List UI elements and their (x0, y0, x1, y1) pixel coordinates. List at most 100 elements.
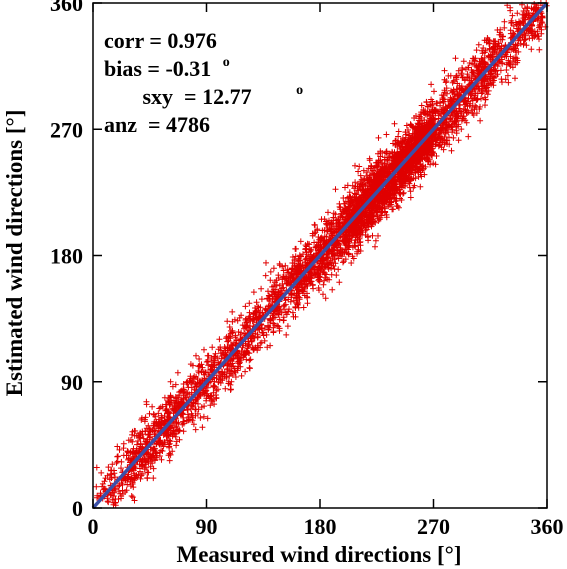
scatter-point (291, 260, 297, 267)
scatter-point (190, 374, 197, 381)
scatter-point (259, 325, 265, 332)
scatter-point (226, 367, 233, 374)
scatter-point (158, 418, 165, 425)
scatter-point (168, 429, 174, 436)
scatter-point (252, 314, 259, 321)
scatter-point (282, 262, 289, 269)
scatter-point (267, 277, 274, 284)
scatter-point (271, 290, 278, 297)
scatter-point (122, 489, 129, 495)
scatter-point (207, 402, 214, 409)
scatter-point (275, 291, 282, 298)
scatter-point (275, 323, 282, 330)
scatter-point (161, 394, 168, 401)
scatter-point (144, 475, 151, 482)
scatter-point (209, 344, 216, 351)
scatter-point (222, 351, 229, 358)
scatter-point (229, 318, 236, 325)
scatter-point (215, 386, 221, 393)
x-tick-label: 180 (304, 514, 337, 539)
scatter-point (147, 458, 154, 465)
scatter-point (200, 413, 207, 420)
scatter-point (156, 422, 163, 429)
scatter-point (253, 299, 260, 306)
scatter-point (151, 427, 158, 434)
scatter-point (166, 401, 173, 408)
scatter-point (246, 300, 253, 307)
scatter-point (257, 304, 264, 311)
scatter-point (165, 414, 172, 421)
scatter-point (257, 344, 264, 351)
y-tick-label: 180 (50, 244, 83, 269)
scatter-point (280, 317, 287, 324)
scatter-point (172, 400, 179, 407)
scatter-point (109, 496, 116, 503)
scatter-point (102, 475, 109, 482)
scatter-point (215, 379, 222, 386)
scatter-point (250, 345, 257, 352)
scatter-point (232, 374, 239, 380)
scatter-point (173, 395, 180, 402)
scatter-point (271, 279, 278, 286)
scatter-point (93, 464, 100, 471)
scatter-point (237, 331, 244, 338)
x-tick-label: 270 (417, 514, 450, 539)
scatter-point (254, 347, 261, 354)
scatter-point (94, 492, 101, 499)
scatter-point (260, 329, 267, 336)
scatter-point (159, 448, 166, 454)
scatter-point (336, 279, 343, 286)
scatter-point (250, 289, 257, 296)
scatter-point (178, 400, 185, 407)
bias-unit: o (223, 55, 230, 70)
scatter-point (270, 328, 277, 335)
scatter-point (185, 384, 192, 391)
scatter-point (192, 380, 199, 387)
scatter-point (167, 393, 174, 400)
scatter-point (153, 450, 160, 457)
scatter-point (149, 403, 156, 410)
scatter-point (118, 458, 125, 465)
scatter-point (142, 438, 149, 445)
scatter-point (153, 440, 160, 447)
scatter-point (115, 453, 121, 460)
scatter-point (198, 368, 205, 375)
scatter-point (156, 453, 163, 459)
scatter-point (113, 459, 120, 466)
scatter-point (130, 467, 137, 474)
scatter-point (184, 390, 191, 397)
scatter-point (195, 369, 202, 376)
scatter-point (204, 352, 211, 359)
scatter-point (131, 475, 138, 482)
scatter-point (149, 448, 156, 454)
scatter-point (131, 427, 138, 434)
scatter-point (176, 427, 183, 434)
scatter-point (157, 404, 164, 411)
bias-annotation: bias = -0.31 o (104, 55, 230, 81)
scatter-point (125, 449, 132, 456)
scatter-point (145, 431, 152, 438)
scatter-point (236, 314, 243, 321)
scatter-point (265, 296, 272, 302)
scatter-point (155, 410, 162, 417)
scatter-point (275, 311, 282, 318)
scatter-point (199, 424, 206, 431)
scatter-point (129, 494, 136, 501)
scatter-point (204, 415, 211, 422)
scatter-point (136, 448, 143, 455)
scatter-point (242, 303, 249, 310)
scatter-point (192, 406, 199, 413)
scatter-point (285, 280, 291, 287)
scatter-point (224, 338, 231, 345)
corr-annotation: corr = 0.976 (104, 28, 217, 53)
scatter-point (249, 344, 256, 351)
scatter-point (124, 481, 131, 488)
scatter-point (133, 449, 139, 456)
scatter-point (150, 446, 157, 453)
scatter-point (271, 322, 278, 328)
scatter-point (275, 272, 282, 279)
scatter-point (242, 368, 249, 375)
scatter-point (158, 456, 165, 463)
scatter-point (180, 428, 187, 435)
